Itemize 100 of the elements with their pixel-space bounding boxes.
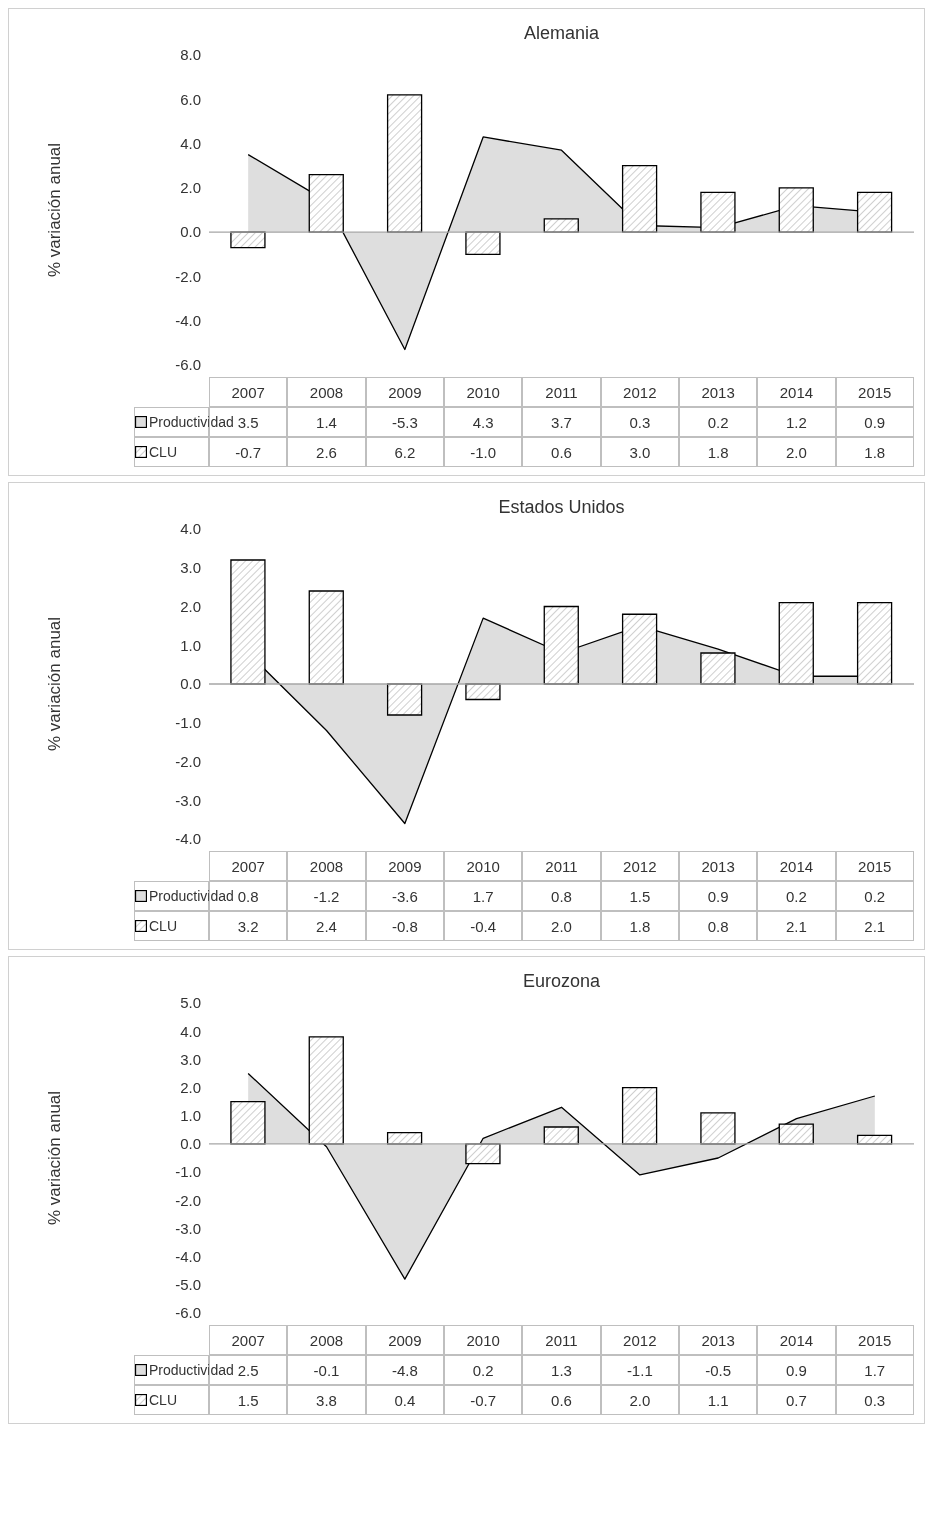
- data-label: -0.8: [365, 911, 444, 941]
- x-tick-label: 2007: [209, 377, 288, 407]
- data-label: 6.2: [365, 437, 444, 467]
- legend-label: CLU: [134, 1385, 209, 1415]
- x-tick-label: 2011: [522, 377, 601, 407]
- y-tick-label: -6.0: [175, 1304, 201, 1322]
- bar: [778, 1123, 814, 1145]
- x-tick-label: 2014: [757, 377, 836, 407]
- y-tick-label: 3.0: [180, 559, 201, 577]
- data-label: -1.0: [443, 437, 523, 467]
- bar: [465, 1143, 501, 1165]
- data-label: -1.1: [600, 1355, 679, 1385]
- data-label: 2.4: [287, 911, 366, 941]
- bar: [778, 187, 814, 233]
- x-tick-label: 2010: [443, 1325, 523, 1355]
- y-tick-label: -3.0: [175, 791, 201, 809]
- data-label: 3.0: [600, 437, 679, 467]
- chart-title: Alemania: [522, 23, 600, 45]
- data-label: -1.2: [287, 881, 366, 911]
- y-tick-label: -4.0: [175, 312, 201, 330]
- data-label: 2.5: [237, 1361, 259, 1379]
- data-label: -0.5: [678, 1355, 758, 1385]
- data-label: 3.8: [287, 1385, 366, 1415]
- data-label: -0.7: [209, 437, 288, 467]
- y-axis-title: % variación anual: [45, 1090, 65, 1226]
- data-label: -0.1: [287, 1355, 366, 1385]
- y-tick-label: -4.0: [175, 1247, 201, 1265]
- legend-label: Productividad: [148, 887, 234, 906]
- x-tick-label: 2015: [835, 377, 914, 407]
- data-label: 3.7: [522, 407, 601, 437]
- y-tick-label: 6.0: [180, 90, 201, 108]
- y-tick-label: -1.0: [175, 1163, 201, 1181]
- data-label: 0.9: [678, 881, 758, 911]
- data-label: 1.2: [757, 407, 836, 437]
- chart-title: Eurozona: [521, 971, 602, 993]
- x-tick-label: 2011: [522, 1325, 601, 1355]
- x-tick-label: 2015: [835, 1325, 914, 1355]
- x-tick-label: 2010: [443, 851, 523, 881]
- data-label: 1.1: [678, 1385, 758, 1415]
- y-tick-label: -3.0: [175, 1219, 201, 1237]
- bar: [621, 165, 658, 233]
- x-tick-label: 2009: [365, 851, 444, 881]
- x-tick-label: 2008: [287, 377, 366, 407]
- bar: [621, 1086, 658, 1145]
- y-tick-label: -2.0: [175, 267, 201, 285]
- x-tick-label: 2013: [678, 1325, 758, 1355]
- y-tick-label: 5.0: [180, 994, 201, 1012]
- y-axis-title: % variación anual: [45, 142, 65, 278]
- legend-label: Productividad: [148, 1361, 234, 1380]
- x-tick-label: 2008: [287, 1325, 366, 1355]
- data-label: 3.2: [209, 911, 288, 941]
- x-tick-label: 2007: [209, 1325, 288, 1355]
- data-label: 1.7: [443, 881, 523, 911]
- x-tick-label: 2014: [757, 851, 836, 881]
- data-label: 0.2: [835, 881, 914, 911]
- y-tick-label: -2.0: [175, 1191, 201, 1209]
- data-label: 1.4: [287, 407, 366, 437]
- data-label: 3.5: [237, 413, 259, 431]
- x-tick-label: 2015: [835, 851, 914, 881]
- chart-title: Estados Unidos: [497, 497, 626, 519]
- y-tick-label: -6.0: [175, 356, 201, 374]
- bar: [308, 590, 344, 685]
- y-tick-label: 4.0: [180, 1022, 201, 1040]
- y-tick-label: 1.0: [180, 636, 201, 654]
- data-label: 2.0: [522, 911, 601, 941]
- data-label: 0.7: [757, 1385, 836, 1415]
- bar: [230, 231, 266, 249]
- y-tick-label: 0.0: [180, 1135, 201, 1153]
- bar: [386, 94, 423, 233]
- y-tick-label: -5.0: [175, 1276, 201, 1294]
- y-tick-label: 0.0: [180, 223, 201, 241]
- x-tick-label: 2007: [209, 851, 288, 881]
- y-axis-title: % variación anual: [45, 616, 65, 752]
- data-label: 1.8: [600, 911, 679, 941]
- y-tick-label: 4.0: [180, 134, 201, 152]
- bar: [700, 191, 736, 233]
- y-tick-label: 2.0: [180, 1078, 201, 1096]
- data-label: -0.4: [443, 911, 523, 941]
- y-tick-label: 2.0: [180, 597, 201, 615]
- x-tick-label: 2008: [287, 851, 366, 881]
- x-tick-label: 2012: [600, 377, 679, 407]
- y-tick-label: 0.0: [180, 675, 201, 693]
- x-tick-label: 2012: [600, 851, 679, 881]
- data-label: 0.8: [522, 881, 601, 911]
- data-label: 0.3: [600, 407, 679, 437]
- y-tick-label: 1.0: [180, 1107, 201, 1125]
- data-label: 0.8: [237, 887, 259, 905]
- data-label: 0.9: [835, 407, 914, 437]
- bar: [543, 1126, 579, 1145]
- data-label: 0.6: [522, 437, 601, 467]
- bar: [700, 652, 736, 685]
- data-label: 4.3: [443, 407, 523, 437]
- bar: [700, 1112, 736, 1145]
- x-tick-label: 2013: [678, 377, 758, 407]
- data-label: 2.0: [600, 1385, 679, 1415]
- data-label: -5.3: [365, 407, 444, 437]
- data-label: 0.2: [443, 1355, 523, 1385]
- data-label: 2.6: [287, 437, 366, 467]
- x-tick-label: 2012: [600, 1325, 679, 1355]
- data-label: 1.3: [522, 1355, 601, 1385]
